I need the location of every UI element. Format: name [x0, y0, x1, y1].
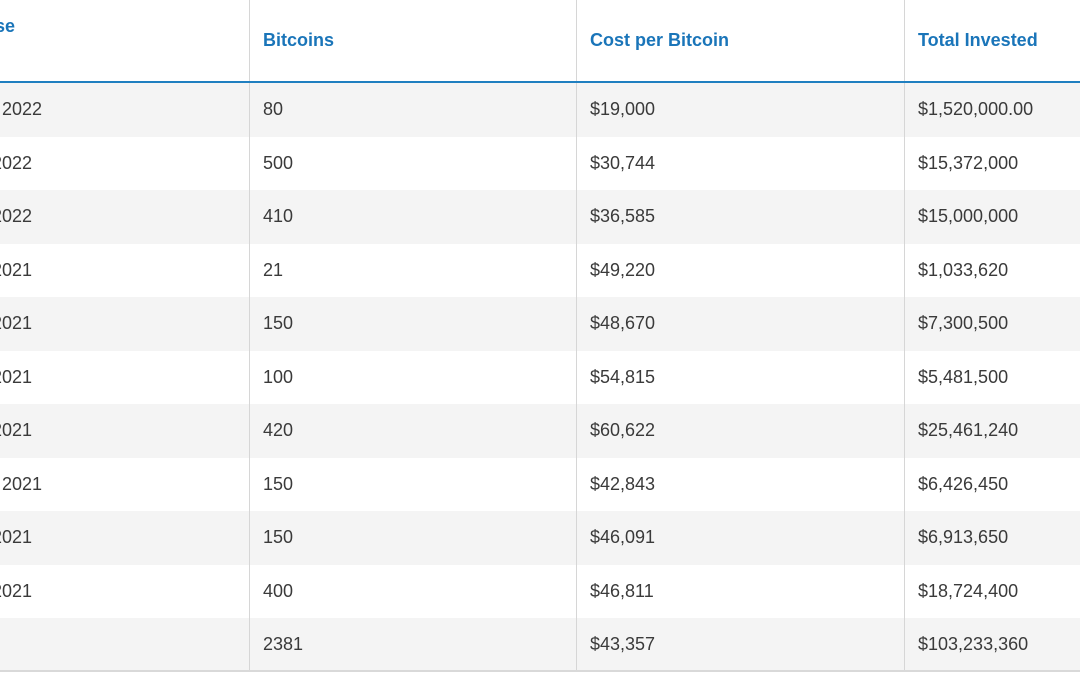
table-row: 2022 500 $30,744 $15,372,000 [0, 136, 1080, 190]
table-row: 2021 150 $48,670 $7,300,500 [0, 297, 1080, 351]
date-text: 2021 [0, 259, 33, 280]
cell-cost: $46,811 [577, 564, 905, 618]
cell-bitcoins-total: 2381 [250, 618, 577, 672]
header-date-label: se [0, 16, 16, 36]
cell-total: $18,724,400 [918, 580, 1019, 601]
cell-cost: $54,815 [577, 350, 905, 404]
cell-total: $15,372,000 [918, 152, 1019, 173]
date-text: 2022 [0, 206, 33, 227]
cell-total: $15,000,000 [918, 206, 1019, 227]
cell-cost: $30,744 [577, 136, 905, 190]
cell-bitcoins: 150 [250, 297, 577, 351]
table-row: 2022 410 $36,585 $15,000,000 [0, 190, 1080, 244]
table-row: , 2022 80 $19,000 $1,520,000.00 [0, 83, 1080, 137]
cell-total: $25,461,240 [918, 420, 1019, 441]
date-text: , 2022 [0, 99, 43, 120]
cell-total: $7,300,500 [918, 313, 1009, 334]
table-header-row: se Bitcoins Cost per Bitcoin Total Inves… [0, 0, 1080, 83]
cell-cost: $36,585 [577, 190, 905, 244]
cell-date: , 2022 [0, 83, 250, 137]
cell-bitcoins: 100 [250, 350, 577, 404]
header-date-of-purchase: se [0, 0, 250, 81]
date-text: 2021 [0, 527, 33, 548]
table-row: 2021 21 $49,220 $1,033,620 [0, 243, 1080, 297]
date-text: , 2021 [0, 473, 43, 494]
cell-bitcoins: 500 [250, 136, 577, 190]
table-row: , 2021 150 $42,843 $6,426,450 [0, 457, 1080, 511]
table-row: 2021 150 $46,091 $6,913,650 [0, 511, 1080, 565]
cell-bitcoins: 420 [250, 404, 577, 458]
cell-cost: $49,220 [577, 243, 905, 297]
cell-cost: $46,091 [577, 511, 905, 565]
cell-date [0, 618, 250, 672]
date-text: 2021 [0, 420, 33, 441]
cell-cost-average: $43,357 [577, 618, 905, 672]
table-row: 2021 420 $60,622 $25,461,240 [0, 404, 1080, 458]
table-total-row: 2381 $43,357 $103,233,360 [0, 618, 1080, 672]
cell-date: 2021 [0, 297, 250, 351]
cell-bitcoins: 150 [250, 511, 577, 565]
cell-cost: $19,000 [577, 83, 905, 137]
cell-bitcoins: 21 [250, 243, 577, 297]
cell-bitcoins: 150 [250, 457, 577, 511]
cell-bitcoins: 80 [250, 83, 577, 137]
table-row: 2021 100 $54,815 $5,481,500 [0, 350, 1080, 404]
cell-date: 2021 [0, 350, 250, 404]
cell-date: 2022 [0, 190, 250, 244]
cell-cost: $48,670 [577, 297, 905, 351]
cell-date: 2021 [0, 511, 250, 565]
date-text: 2021 [0, 366, 33, 387]
cell-bitcoins: 400 [250, 564, 577, 618]
cell-date: 2021 [0, 564, 250, 618]
header-bitcoins: Bitcoins [250, 0, 577, 81]
cell-cost: $60,622 [577, 404, 905, 458]
header-cost-per-bitcoin: Cost per Bitcoin [577, 0, 905, 81]
cell-total: $1,033,620 [918, 259, 1009, 280]
cell-total: $6,913,650 [918, 527, 1009, 548]
cell-cost: $42,843 [577, 457, 905, 511]
table-bottom-border [0, 670, 1080, 672]
cell-date: 2022 [0, 136, 250, 190]
date-text: 2022 [0, 152, 33, 173]
date-text: 2021 [0, 580, 33, 601]
cell-total: $5,481,500 [918, 366, 1009, 387]
header-total-invested: Total Invested [918, 30, 1038, 50]
cell-total: $1,520,000.00 [918, 99, 1034, 120]
cell-date: 2021 [0, 243, 250, 297]
cell-date: 2021 [0, 404, 250, 458]
cell-total-invested-sum: $103,233,360 [918, 634, 1029, 655]
cell-total: $6,426,450 [918, 473, 1009, 494]
cell-date: , 2021 [0, 457, 250, 511]
table-row: 2021 400 $46,811 $18,724,400 [0, 564, 1080, 618]
date-text: 2021 [0, 313, 33, 334]
cell-bitcoins: 410 [250, 190, 577, 244]
